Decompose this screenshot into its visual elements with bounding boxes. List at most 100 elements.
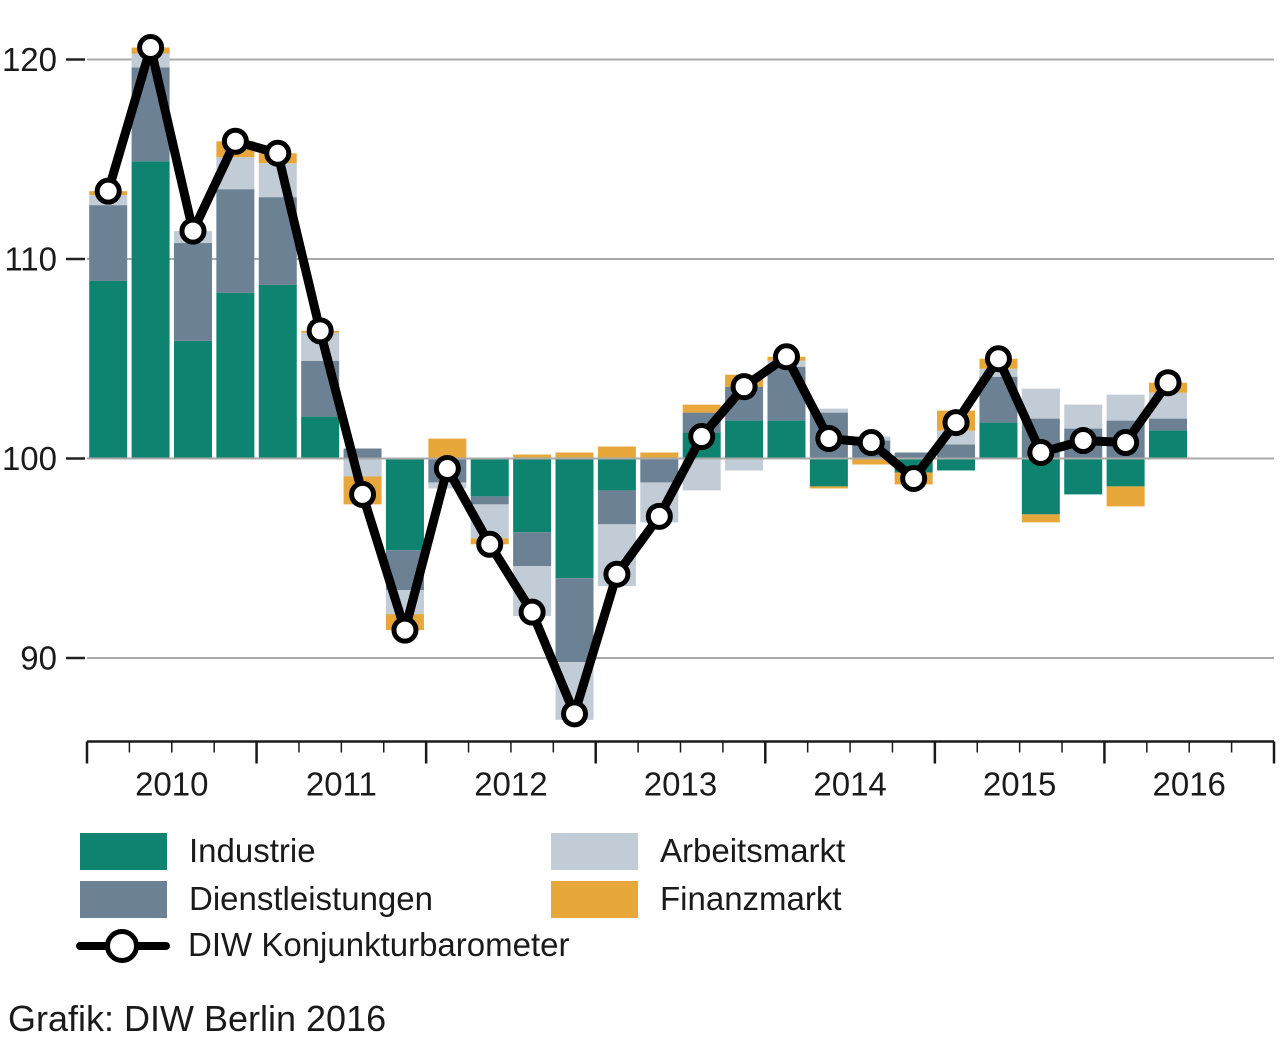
- barometer-marker-2016Q1: [1112, 429, 1140, 457]
- bar-segment-industrie-2010Q1: [89, 280, 128, 459]
- bar-segment-arbeitsmarkt-2013Q4: [725, 458, 764, 471]
- bar-segment-finanzmarkt-2013Q3: [682, 404, 721, 413]
- bar-segment-finanzmarkt-2012Q4: [555, 452, 594, 459]
- bar-segment-finanzmarkt-2016Q1: [1106, 486, 1145, 507]
- barometer-marker-2016Q2: [1154, 369, 1182, 397]
- bar-segment-dienstleistungen-2010Q3: [173, 243, 212, 341]
- bar-segment-industrie-2015Q3: [1021, 458, 1060, 515]
- barometer-line-icon: [76, 927, 170, 964]
- x-year-label-2013: 2013: [644, 766, 717, 803]
- barometer-marker-2011Q1: [264, 139, 292, 167]
- x-year-label-2012: 2012: [474, 766, 547, 803]
- bar-segment-finanzmarkt-2014Q2: [809, 486, 848, 489]
- bar-segment-industrie-2013Q4: [725, 420, 764, 459]
- barometer-marker-2012Q3: [518, 598, 546, 626]
- dienstleistungen-swatch: [80, 880, 167, 918]
- barometer-marker-2014Q1: [772, 343, 800, 371]
- bar-segment-industrie-2013Q1: [597, 458, 636, 491]
- barometer-marker-2015Q1: [942, 409, 970, 437]
- legend-item-dienstleistungen: Dienstleistungen: [80, 880, 433, 918]
- legend-label-arbeitsmarkt: Arbeitsmarkt: [660, 832, 846, 869]
- bar-segment-industrie-2016Q1: [1106, 458, 1145, 487]
- barometer-marker-2013Q2: [645, 502, 673, 530]
- bar-segment-industrie-2012Q4: [555, 458, 594, 579]
- x-year-label-2015: 2015: [983, 766, 1056, 803]
- barometer-marker-2013Q1: [603, 560, 631, 588]
- barometer-marker-2012Q2: [476, 530, 504, 558]
- barometer-marker-2010Q2: [137, 34, 165, 62]
- x-year-label-2010: 2010: [135, 766, 208, 803]
- barometer-marker-2014Q4: [900, 464, 928, 492]
- x-year-label-2016: 2016: [1153, 766, 1226, 803]
- bar-segment-finanzmarkt-2013Q1: [597, 446, 636, 459]
- finanzmarkt-swatch: [551, 880, 638, 918]
- bar-segment-industrie-2016Q2: [1149, 430, 1188, 459]
- source-caption: Grafik: DIW Berlin 2016: [8, 998, 387, 1039]
- bar-segment-dienstleistungen-2010Q1: [89, 205, 128, 281]
- bar-segment-dienstleistungen-2016Q2: [1149, 418, 1188, 431]
- bar-segment-dienstleistungen-2011Q3: [343, 448, 382, 459]
- bar-segment-dienstleistungen-2012Q3: [513, 532, 552, 567]
- legend-item-finanzmarkt: Finanzmarkt: [551, 880, 842, 918]
- legend-label-barometer: DIW Konjunkturbarometer: [188, 926, 570, 963]
- bar-segment-arbeitsmarkt-2015Q2: [979, 368, 1018, 377]
- barometer-marker-2012Q1: [433, 454, 461, 482]
- barometer-marker-2010Q4: [221, 127, 249, 155]
- bar-segment-dienstleistungen-2013Q2: [640, 458, 679, 483]
- legend-item-barometer-line: DIW Konjunkturbarometer: [76, 926, 569, 964]
- bar-segment-finanzmarkt-2012Q3: [513, 454, 552, 459]
- bar-segment-dienstleistungen-2012Q2: [470, 496, 509, 505]
- legend-item-arbeitsmarkt: Arbeitsmarkt: [551, 832, 845, 870]
- bar-segment-arbeitsmarkt-2011Q3: [343, 458, 382, 477]
- barometer-marker-2014Q3: [857, 429, 885, 457]
- bar-segment-industrie-2010Q3: [173, 340, 212, 459]
- bar-segment-dienstleistungen-2014Q4: [894, 452, 933, 459]
- bar-segment-finanzmarkt-2015Q3: [1021, 514, 1060, 523]
- industrie-swatch: [80, 832, 167, 870]
- bar-segment-industrie-2010Q2: [131, 161, 170, 459]
- barometer-marker-2012Q4: [561, 700, 589, 728]
- barometer-marker-2013Q4: [730, 373, 758, 401]
- barometer-marker-2011Q4: [391, 616, 419, 644]
- bar-segment-finanzmarkt-2012Q1: [428, 438, 467, 459]
- barometer-marker-2015Q2: [984, 345, 1012, 373]
- bar-segment-arbeitsmarkt-2014Q2: [809, 408, 848, 413]
- legend-label-dienstleistungen: Dienstleistungen: [189, 880, 433, 917]
- legend-label-finanzmarkt: Finanzmarkt: [660, 880, 842, 917]
- bar-segment-arbeitsmarkt-2016Q1: [1106, 394, 1145, 421]
- y-tick-label-120: 120: [2, 41, 57, 78]
- legend-item-industrie: Industrie: [80, 832, 316, 870]
- bar-segment-industrie-2012Q2: [470, 458, 509, 497]
- bar-segment-industrie-2011Q1: [258, 284, 297, 459]
- bar-segment-arbeitsmarkt-2015Q4: [1064, 404, 1103, 429]
- bar-segment-dienstleistungen-2015Q1: [937, 444, 976, 459]
- bar-segment-finanzmarkt-2013Q2: [640, 452, 679, 459]
- y-tick-label-110: 110: [4, 241, 57, 278]
- bar-segment-dienstleistungen-2012Q4: [555, 578, 594, 662]
- bar-segment-industrie-2015Q1: [937, 458, 976, 471]
- x-year-label-2011: 2011: [306, 766, 377, 803]
- barometer-marker-2011Q2: [306, 317, 334, 345]
- bar-segment-industrie-2011Q4: [385, 458, 424, 551]
- barometer-marker-2015Q4: [1069, 427, 1097, 455]
- barometer-marker-2015Q3: [1027, 439, 1055, 467]
- barometer-marker-2013Q3: [688, 423, 716, 451]
- bar-segment-industrie-2010Q4: [216, 292, 255, 459]
- barometer-marker-2010Q1: [94, 177, 122, 205]
- barometer-marker-2011Q3: [349, 480, 377, 508]
- legend-label-industrie: Industrie: [189, 832, 316, 869]
- bar-segment-industrie-2012Q3: [513, 458, 552, 533]
- bar-segment-finanzmarkt-2014Q3: [852, 458, 891, 465]
- chart-plot-area: 120 110 100 90 2010 2011 2012 2013 2014 2015 2016: [2, 34, 1276, 803]
- barometer-marker-2010Q3: [179, 217, 207, 245]
- x-year-label-2014: 2014: [813, 766, 886, 803]
- bar-segment-dienstleistungen-2013Q1: [597, 490, 636, 525]
- bar-segment-industrie-2011Q2: [301, 416, 340, 459]
- bar-segment-industrie-2015Q2: [979, 422, 1018, 459]
- barometer-marker-2014Q2: [815, 425, 843, 453]
- y-tick-label-90: 90: [20, 640, 57, 677]
- y-tick-label-100: 100: [2, 440, 57, 477]
- arbeitsmarkt-swatch: [551, 832, 638, 870]
- bar-segment-industrie-2015Q4: [1064, 458, 1103, 495]
